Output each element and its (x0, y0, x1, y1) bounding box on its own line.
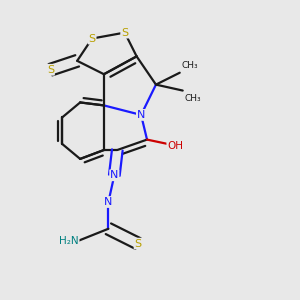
Text: S: S (121, 28, 128, 38)
Text: S: S (134, 238, 142, 249)
Text: CH₃: CH₃ (181, 61, 198, 70)
Text: N: N (137, 110, 145, 120)
Text: H₂N: H₂N (59, 236, 79, 246)
Text: N: N (110, 170, 118, 180)
Text: S: S (47, 65, 54, 75)
Text: CH₃: CH₃ (184, 94, 201, 103)
Text: OH: OH (167, 140, 183, 151)
Text: S: S (88, 34, 96, 44)
Text: N: N (104, 197, 112, 207)
